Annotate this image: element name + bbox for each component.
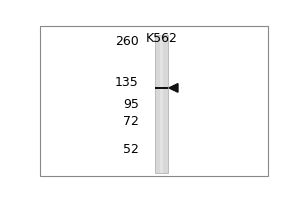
Text: 260: 260 bbox=[115, 35, 139, 48]
Text: 52: 52 bbox=[123, 143, 139, 156]
Polygon shape bbox=[169, 84, 178, 92]
Text: K562: K562 bbox=[146, 32, 178, 45]
Bar bbox=[160, 35, 164, 173]
Text: 135: 135 bbox=[115, 76, 139, 89]
Bar bbox=[155, 35, 168, 173]
Text: 72: 72 bbox=[123, 115, 139, 128]
Bar bbox=[155, 87, 168, 89]
Text: 95: 95 bbox=[123, 98, 139, 111]
